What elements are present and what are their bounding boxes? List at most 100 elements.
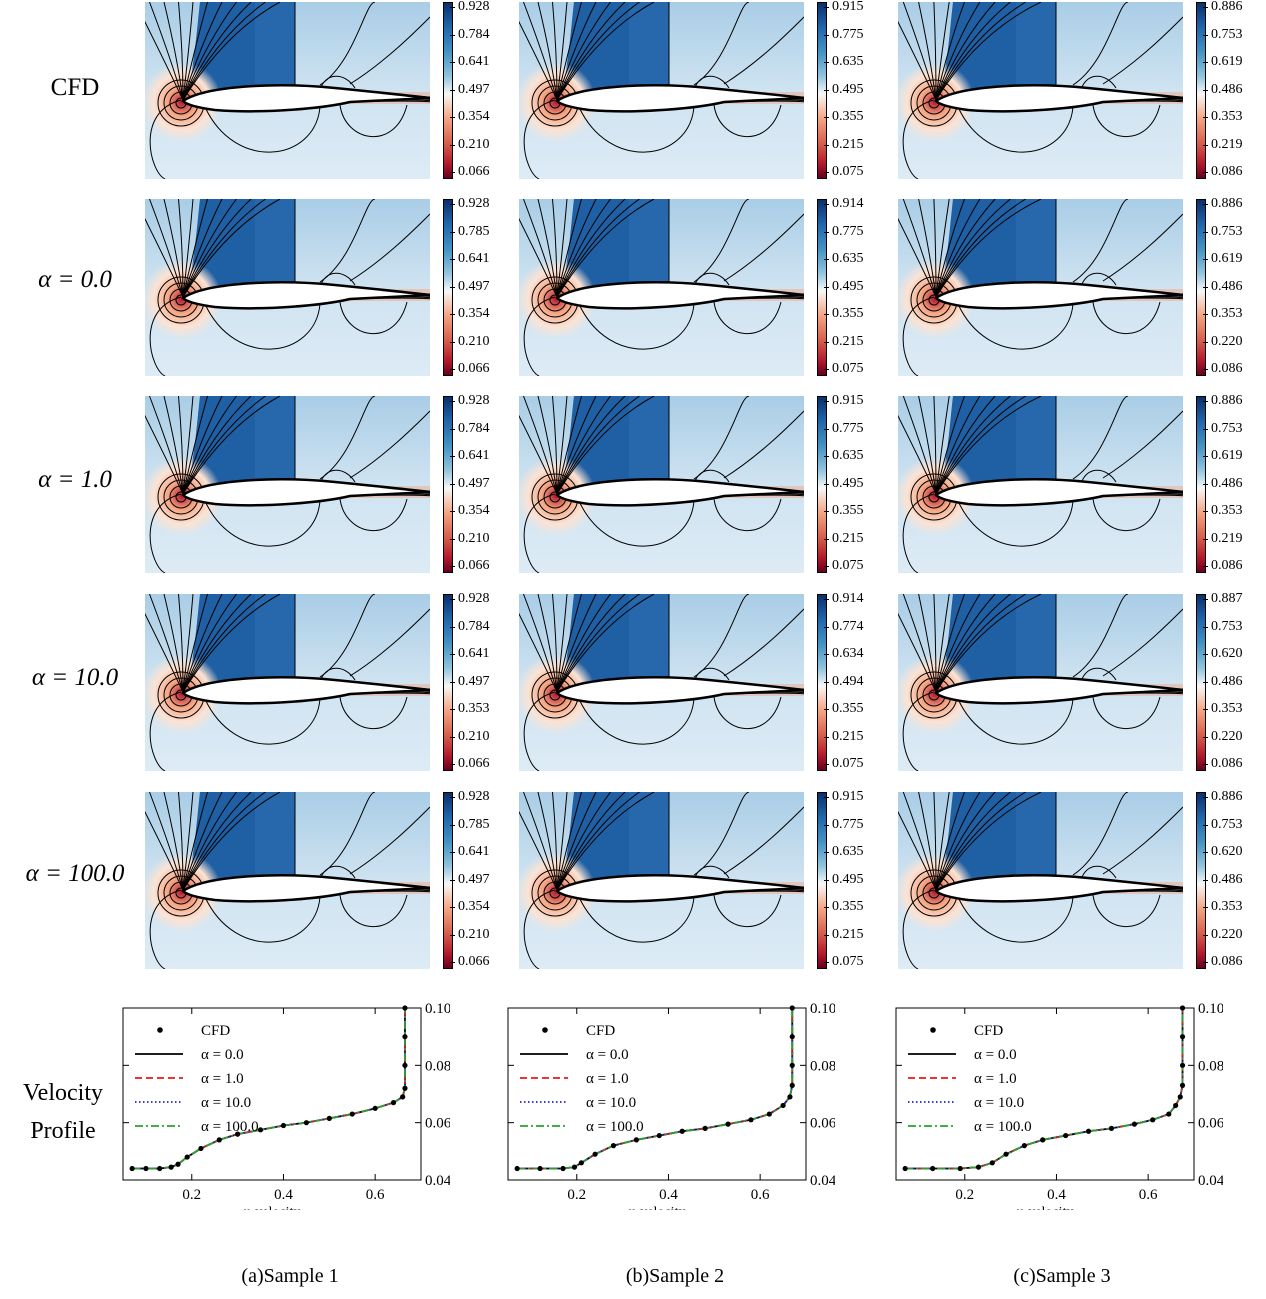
y-tick-label: 0.04 <box>810 1173 835 1189</box>
colorbar-tick: 0.915 <box>824 393 864 408</box>
colorbar-tick: 0.066 <box>450 558 490 573</box>
series-line-2 <box>517 1008 794 1170</box>
caption-sample-2: (b)Sample 2 <box>625 1265 725 1287</box>
cfd-point <box>725 1121 731 1127</box>
y-tick-label: 0.10 <box>1198 1001 1223 1017</box>
cfd-point <box>303 1120 309 1126</box>
legend-label: α = 1.0 <box>201 1071 244 1087</box>
colorbar-tick: 0.210 <box>450 728 490 744</box>
colorbar-tick: 0.075 <box>824 164 864 179</box>
x-tick-label: 0.2 <box>182 1187 201 1203</box>
cfd-point <box>216 1137 222 1143</box>
colorbar-tick: 0.066 <box>450 756 490 771</box>
colorbar-tick: 0.915 <box>824 789 864 804</box>
velocity-profile-chart-3: 0.20.40.60.040.060.080.10u-velocityyCFDα… <box>895 1001 1223 1210</box>
colorbar-tick: 0.887 <box>1203 591 1243 606</box>
colorbar-tick: 0.495 <box>824 871 864 887</box>
legend-marker <box>542 1027 548 1033</box>
colorbar-tick: 0.775 <box>824 26 864 42</box>
cfd-point <box>957 1165 963 1172</box>
colorbar-r3-c0 <box>443 594 453 771</box>
colorbar-tick: 0.497 <box>450 278 490 294</box>
colorbar-tick: 0.354 <box>450 899 490 914</box>
cfd-point <box>592 1151 598 1157</box>
cfd-point <box>390 1100 397 1106</box>
contour-panel-r4-c2 <box>898 792 1183 969</box>
legend-label: α = 0.0 <box>974 1047 1017 1063</box>
colorbar-tick: 0.620 <box>1203 844 1243 859</box>
colorbar-tick: 0.066 <box>450 954 490 969</box>
colorbar-tick: 0.355 <box>824 109 864 124</box>
cfd-point <box>1179 1005 1186 1011</box>
colorbar-r4-c2 <box>1196 792 1206 969</box>
colorbar-r4-c1 <box>817 792 827 969</box>
cfd-point <box>1179 1082 1186 1088</box>
velocity-profile-chart-2: 0.20.40.60.040.060.080.10u-velocityyCFDα… <box>507 1001 835 1210</box>
colorbar-r1-c1 <box>817 199 827 376</box>
plot-frame <box>895 1007 1195 1181</box>
cfd-point <box>1177 1094 1183 1100</box>
series-line-3 <box>132 1008 406 1170</box>
series-line-2 <box>132 1008 406 1170</box>
cfd-point <box>787 1094 793 1100</box>
colorbar-tick: 0.886 <box>1203 789 1243 804</box>
cfd-point <box>789 1005 795 1011</box>
colorbar-tick: 0.641 <box>450 448 490 463</box>
colorbar-tick: 0.353 <box>1203 109 1243 124</box>
colorbar-tick: 0.641 <box>450 844 490 859</box>
colorbar-tick: 0.928 <box>450 393 490 408</box>
colorbar-tick: 0.775 <box>824 420 864 436</box>
colorbar-r2-c1 <box>817 396 827 573</box>
legend-label: α = 10.0 <box>201 1095 251 1111</box>
row-label-alpha-1: α = 1.0 <box>38 466 112 493</box>
row-label-alpha-10: α = 10.0 <box>31 664 119 691</box>
colorbar-r0-c2 <box>1196 2 1206 179</box>
colorbar-tick: 0.775 <box>824 816 864 832</box>
colorbar-tick: 0.219 <box>1203 136 1243 152</box>
cfd-point <box>560 1165 566 1172</box>
cfd-point <box>168 1164 174 1170</box>
contour-panel-r0-c1 <box>519 2 804 179</box>
colorbar-tick: 0.785 <box>450 816 490 832</box>
legend-label: CFD <box>586 1023 615 1039</box>
colorbar-tick: 0.086 <box>1203 756 1243 771</box>
cfd-point <box>198 1145 204 1152</box>
cfd-point <box>402 1085 408 1091</box>
colorbar-tick: 0.753 <box>1203 26 1243 42</box>
colorbar-tick: 0.075 <box>824 361 864 376</box>
cfd-point <box>789 1082 795 1088</box>
colorbar-tick: 0.784 <box>450 420 490 436</box>
cfd-point <box>633 1137 639 1143</box>
colorbar-tick: 0.486 <box>1203 871 1243 887</box>
cfd-point <box>143 1165 149 1172</box>
colorbar-tick: 0.784 <box>450 26 490 42</box>
colorbar-tick: 0.355 <box>824 306 864 321</box>
colorbar-tick: 0.486 <box>1203 475 1243 491</box>
cfd-point <box>235 1131 241 1137</box>
colorbar-tick: 0.886 <box>1203 0 1243 14</box>
series-line-3 <box>905 1008 1184 1170</box>
colorbar-tick: 0.753 <box>1203 816 1243 832</box>
colorbar-tick: 0.354 <box>450 109 490 124</box>
colorbar-r1-c0 <box>443 199 453 376</box>
x-tick-label: 0.2 <box>955 1187 974 1203</box>
x-axis-label: u-velocity <box>244 1205 301 1210</box>
colorbar-tick: 0.753 <box>1203 223 1243 239</box>
y-tick-label: 0.04 <box>1198 1173 1223 1189</box>
colorbar-r1-c2 <box>1196 199 1206 376</box>
contour-panel-r2-c1 <box>519 396 804 573</box>
colorbar-tick: 0.914 <box>824 591 864 606</box>
cfd-point <box>902 1165 908 1172</box>
colorbar-tick: 0.210 <box>450 136 490 152</box>
colorbar-tick: 0.635 <box>824 844 864 859</box>
x-axis-label: u-velocity <box>629 1205 686 1210</box>
colorbar-tick: 0.497 <box>450 871 490 887</box>
colorbar-tick: 0.215 <box>824 530 864 546</box>
cfd-point <box>514 1165 520 1172</box>
colorbar-tick: 0.210 <box>450 530 490 546</box>
colorbar-tick: 0.635 <box>824 448 864 463</box>
y-tick-label: 0.08 <box>810 1058 835 1074</box>
y-tick-label: 0.08 <box>425 1058 450 1074</box>
colorbar-tick: 0.486 <box>1203 673 1243 689</box>
colorbar-tick: 0.497 <box>450 673 490 689</box>
